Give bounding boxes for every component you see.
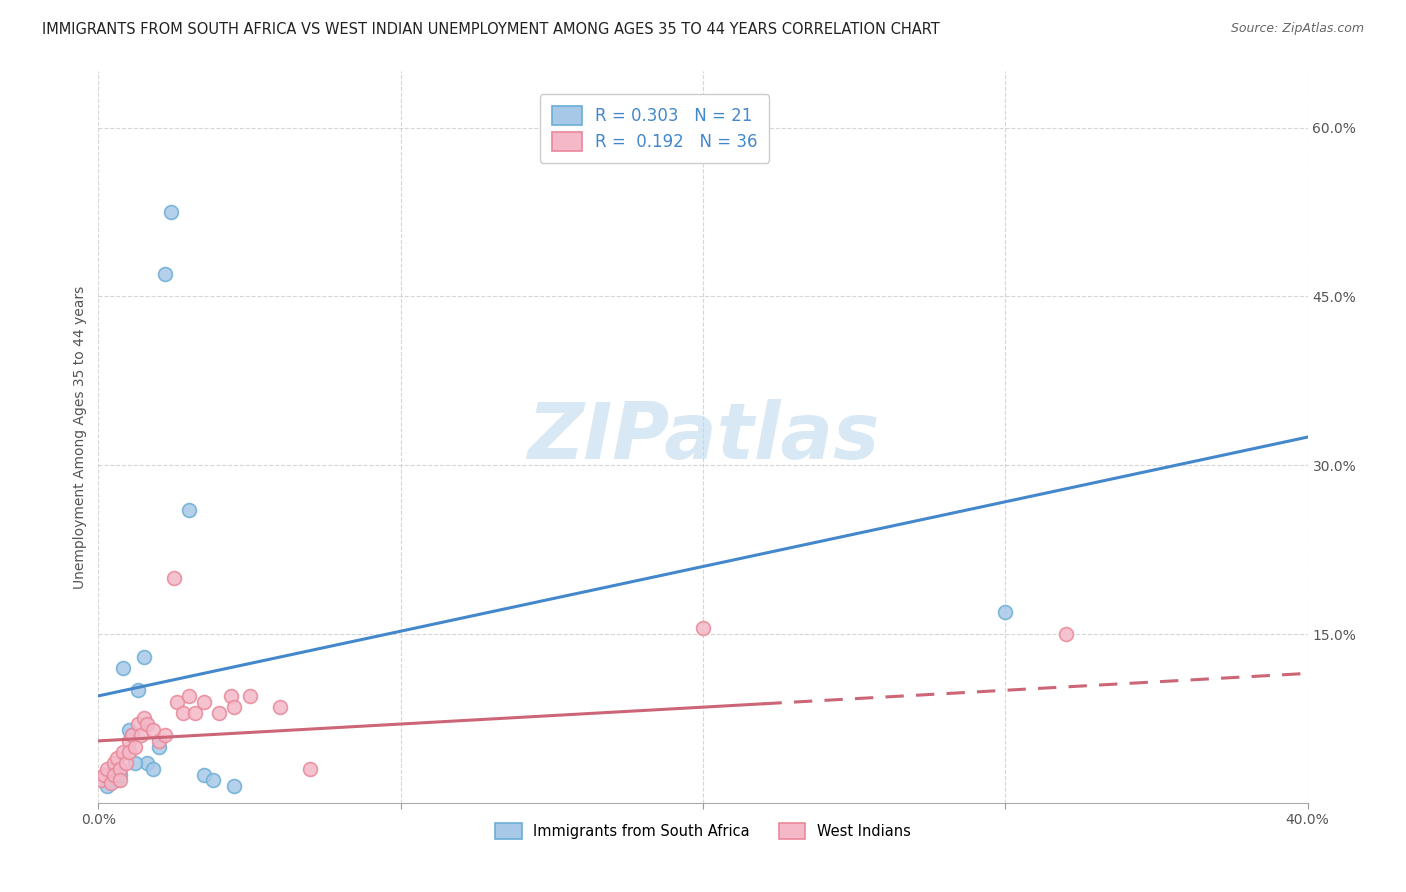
Point bbox=[114, 756, 136, 771]
Point bbox=[142, 762, 165, 776]
Point bbox=[193, 767, 215, 781]
Point bbox=[142, 723, 165, 737]
Point bbox=[96, 779, 118, 793]
Text: IMMIGRANTS FROM SOUTH AFRICA VS WEST INDIAN UNEMPLOYMENT AMONG AGES 35 TO 44 YEA: IMMIGRANTS FROM SOUTH AFRICA VS WEST IND… bbox=[42, 22, 941, 37]
Y-axis label: Unemployment Among Ages 35 to 44 years: Unemployment Among Ages 35 to 44 years bbox=[73, 285, 87, 589]
Point bbox=[111, 661, 134, 675]
Point bbox=[127, 683, 149, 698]
Point bbox=[121, 728, 143, 742]
Point bbox=[184, 706, 207, 720]
Text: ZIPatlas: ZIPatlas bbox=[527, 399, 879, 475]
Point bbox=[111, 745, 134, 759]
Point bbox=[224, 779, 246, 793]
Point bbox=[108, 762, 131, 776]
Point bbox=[224, 700, 246, 714]
Point bbox=[108, 767, 131, 781]
Point bbox=[163, 571, 186, 585]
Point bbox=[124, 756, 146, 771]
Point bbox=[148, 734, 170, 748]
Point bbox=[100, 773, 122, 788]
Point bbox=[153, 267, 176, 281]
Point bbox=[160, 205, 183, 219]
Point bbox=[105, 751, 128, 765]
Point bbox=[239, 689, 262, 703]
Point bbox=[269, 700, 291, 714]
Point bbox=[172, 706, 194, 720]
Point bbox=[221, 689, 243, 703]
Point bbox=[105, 773, 128, 788]
Point bbox=[208, 706, 231, 720]
Point bbox=[124, 739, 146, 754]
Text: Source: ZipAtlas.com: Source: ZipAtlas.com bbox=[1230, 22, 1364, 36]
Point bbox=[299, 762, 322, 776]
Point bbox=[118, 745, 141, 759]
Point bbox=[93, 767, 115, 781]
Point bbox=[96, 762, 118, 776]
Point bbox=[90, 773, 112, 788]
Point bbox=[135, 717, 157, 731]
Point bbox=[135, 756, 157, 771]
Legend: Immigrants from South Africa, West Indians: Immigrants from South Africa, West India… bbox=[488, 815, 918, 847]
Point bbox=[103, 762, 125, 776]
Point bbox=[193, 694, 215, 708]
Point bbox=[127, 717, 149, 731]
Point bbox=[179, 503, 201, 517]
Point bbox=[692, 621, 714, 635]
Point bbox=[118, 734, 141, 748]
Point bbox=[129, 728, 152, 742]
Point bbox=[103, 756, 125, 771]
Point bbox=[153, 728, 176, 742]
Point bbox=[100, 775, 122, 789]
Point bbox=[1054, 627, 1077, 641]
Point bbox=[179, 689, 201, 703]
Point bbox=[166, 694, 188, 708]
Point bbox=[132, 711, 155, 725]
Point bbox=[103, 767, 125, 781]
Point bbox=[132, 649, 155, 664]
Point bbox=[994, 605, 1017, 619]
Point bbox=[118, 723, 141, 737]
Point bbox=[148, 739, 170, 754]
Point bbox=[202, 773, 225, 788]
Point bbox=[108, 773, 131, 788]
Point bbox=[121, 728, 143, 742]
